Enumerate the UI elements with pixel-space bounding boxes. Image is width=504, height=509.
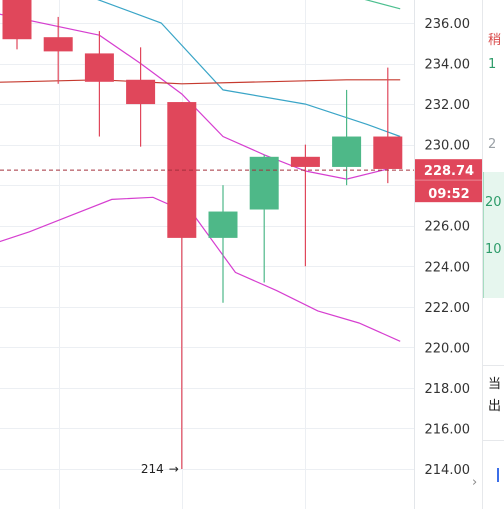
low-price-label: 214 [141,462,164,476]
candle-body [2,0,32,40]
series-line-boll-lower [0,196,401,342]
y-tick-label: 236.00 [425,17,471,32]
candle-up [332,89,362,186]
panel-divider [482,0,483,509]
indicator-lines [0,0,401,342]
candle-down [2,0,32,50]
right-panel: › 稍 1 2 20 10 当出 [472,0,504,509]
panel-fragment-text: 稍 [488,33,501,48]
candle-body [373,136,403,169]
candle-down [167,102,197,469]
candle-up [208,185,238,303]
candle-down [126,47,156,147]
candle-body [43,37,73,52]
price-axis: 214.00 216.00 218.00 220.00 222.00 224.00 226.… [425,17,471,478]
panel-input-line [483,440,504,441]
panel-scroll-chevron[interactable]: › [472,475,477,490]
candle-body [126,79,156,105]
low-price-arrow-icon: → [169,462,179,476]
panel-section-divider [483,365,504,366]
candle-body [290,156,320,167]
candle-down [43,16,73,84]
candle-body [249,156,279,210]
y-tick-label: 224.00 [425,260,471,275]
candle-down [290,144,320,267]
y-tick-label: 222.00 [425,301,471,316]
candle-body [84,53,114,82]
panel-fragment-text: 10 [485,242,502,257]
series-line-ma-blue [97,0,401,138]
panel-fragment-text: 当 [488,377,501,392]
y-tick-label: 218.00 [425,382,471,397]
candle-up [249,154,279,283]
panel-cursor [497,468,499,482]
y-tick-label: 216.00 [425,422,471,437]
grid [0,0,414,509]
panel-fragment-text: 20 [485,195,502,210]
series-line-boll-upper [0,13,388,180]
markers: 228.74 09:52 214 → [0,159,483,476]
last-price-label: 228.74 [424,164,474,179]
panel-green-edge [483,172,484,298]
y-tick-label: 214.00 [425,463,471,478]
countdown-label: 09:52 [428,187,469,202]
panel-fragment-text: 1 [488,57,496,72]
panel-fragment-text: 2 [488,137,496,152]
y-tick-label: 230.00 [425,139,471,154]
panel-green-highlight [483,172,504,298]
y-tick-label: 226.00 [425,220,471,235]
y-tick-label: 220.00 [425,341,471,356]
candle-down [84,31,114,137]
series-line-ma-green [364,0,401,10]
candles [2,0,403,469]
series-line-ma-red [0,79,401,85]
last-price-badge [415,159,483,203]
candle-body [208,211,238,238]
panel-fragment-text: 出 [488,399,501,414]
candle-body [332,136,362,167]
y-tick-label: 232.00 [425,98,471,113]
y-tick-label: 234.00 [425,58,471,73]
candle-down [373,67,403,184]
